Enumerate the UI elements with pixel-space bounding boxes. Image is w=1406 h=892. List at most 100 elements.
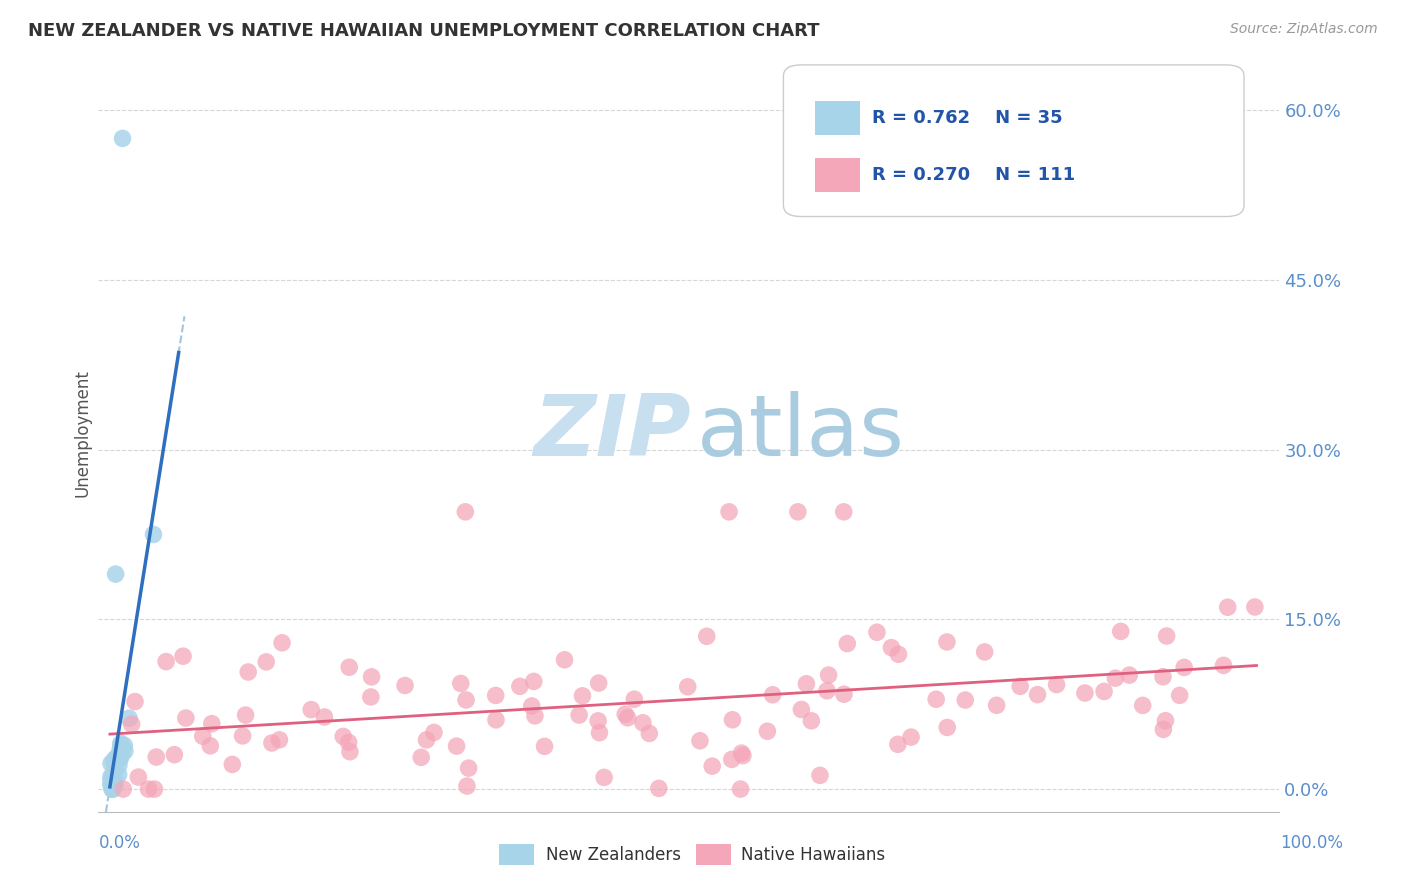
Point [394,678,416,692]
Text: NEW ZEALANDER VS NATIVE HAWAIIAN UNEMPLOYMENT CORRELATION CHART: NEW ZEALANDER VS NATIVE HAWAIIAN UNEMPLO… [28,22,820,40]
Point [337,660,360,674]
FancyBboxPatch shape [815,102,860,135]
Point [103,754,125,768]
Point [616,711,638,725]
Point [925,692,948,706]
Point [155,655,177,669]
Point [411,750,433,764]
Point [800,714,823,728]
Point [238,665,260,679]
Point [955,693,977,707]
Point [837,636,859,650]
Point [614,707,637,722]
Point [1154,714,1177,728]
Point [1010,679,1032,693]
Point [1132,698,1154,713]
Point [866,625,889,640]
Point [200,739,222,753]
Point [509,679,531,693]
Point [100,770,122,784]
Point [571,689,593,703]
Point [936,720,959,734]
Point [456,779,478,793]
Point [588,676,610,690]
Point [631,715,654,730]
Point [457,761,479,775]
Point [648,781,671,796]
Point [689,733,711,747]
Point [450,676,472,690]
Point [360,690,382,704]
Point [718,505,741,519]
Point [112,739,135,753]
Point [191,729,214,743]
Point [337,735,360,749]
Point [111,747,134,762]
Point [523,674,546,689]
Point [100,778,122,792]
Point [1092,684,1115,698]
Text: R = 0.762    N = 35: R = 0.762 N = 35 [872,109,1063,127]
Point [1244,600,1267,615]
Point [108,750,131,764]
Point [808,768,831,782]
Point [796,677,818,691]
Point [554,653,576,667]
Point [762,688,785,702]
Point [520,698,543,713]
Point [1152,670,1174,684]
Point [485,689,508,703]
Point [1104,671,1126,685]
Point [221,757,243,772]
Point [415,732,437,747]
Point [360,670,382,684]
Point [1118,668,1140,682]
Point [900,730,922,744]
Point [1173,660,1195,674]
Point [235,708,257,723]
Point [142,527,165,541]
Point [107,767,129,781]
Point [593,771,616,785]
Point [638,726,661,740]
Point [339,745,361,759]
Point [730,746,752,760]
Point [423,725,446,739]
Point [332,730,354,744]
Point [832,687,855,701]
Point [111,131,134,145]
Text: 100.0%: 100.0% [1279,834,1343,852]
Point [454,505,477,519]
Point [103,780,125,794]
Point [127,770,149,784]
Point [720,752,742,766]
Point [108,758,131,772]
Point [973,645,995,659]
Text: Native Hawaiians: Native Hawaiians [741,846,886,863]
Point [103,772,125,787]
Point [485,713,508,727]
Point [702,759,724,773]
Point [100,777,122,791]
Point [815,683,838,698]
Point [887,647,910,661]
Point [108,742,131,756]
Point [696,629,718,643]
Point [832,505,855,519]
Point [121,717,143,731]
Point [299,703,322,717]
Point [887,737,910,751]
Point [103,777,125,791]
Point [1074,686,1097,700]
Point [104,778,127,792]
Point [110,739,132,753]
Point [1152,723,1174,737]
Point [138,782,160,797]
Point [172,649,194,664]
Point [446,739,468,753]
Point [260,736,283,750]
Point [254,655,277,669]
FancyBboxPatch shape [783,65,1244,217]
Point [103,772,125,786]
Point [533,739,555,754]
